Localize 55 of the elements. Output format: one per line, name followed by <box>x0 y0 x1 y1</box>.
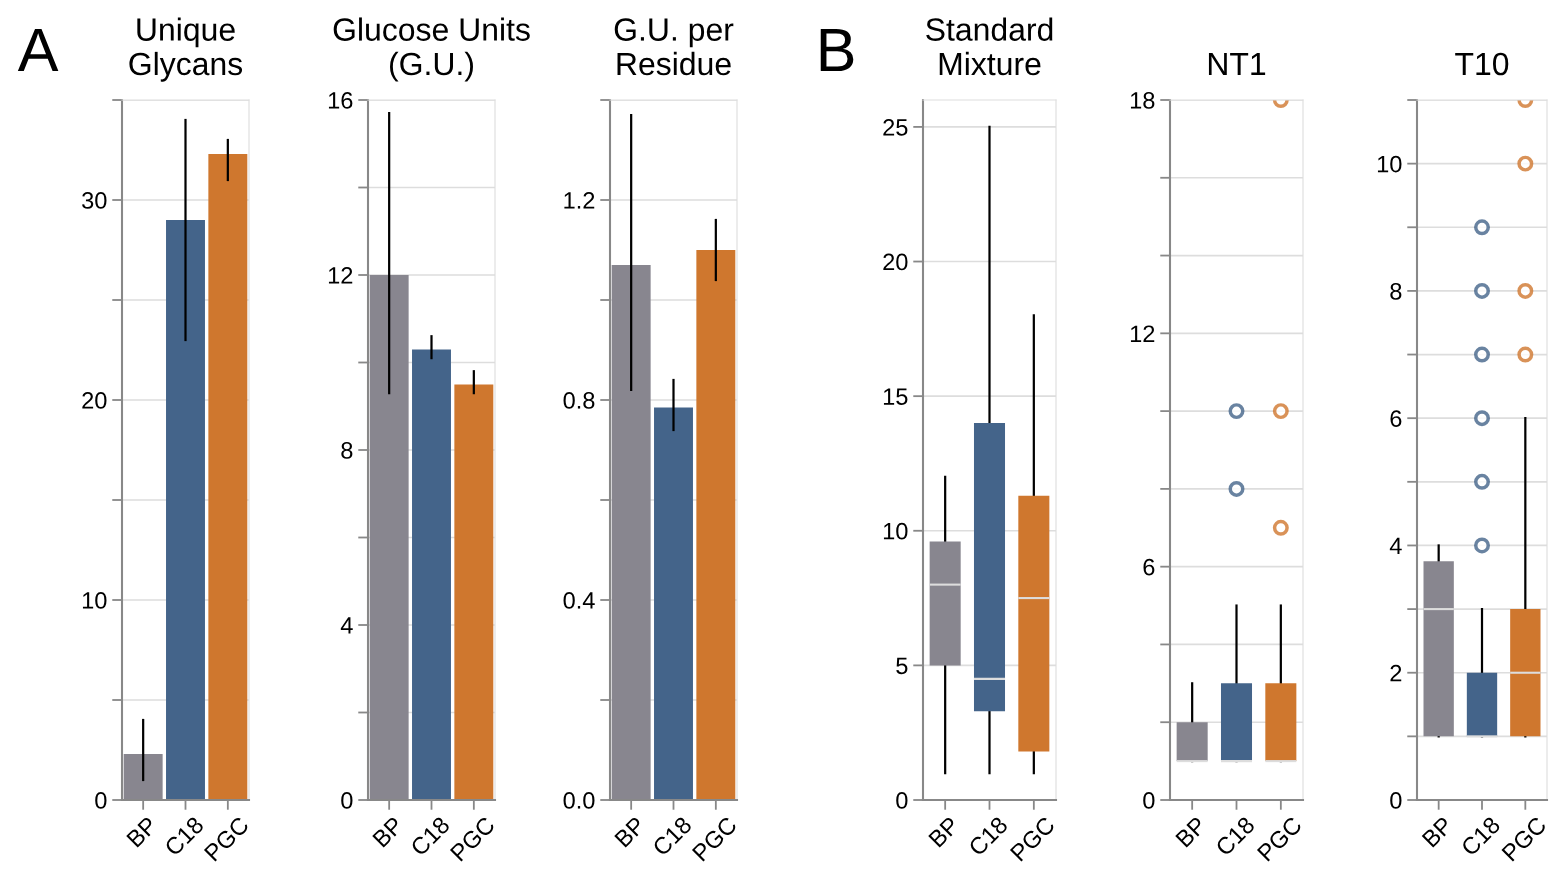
x-tick-label: BP <box>614 816 646 848</box>
y-tick-label: 0 <box>95 792 107 809</box>
x-tick-label: C18 <box>1214 815 1256 857</box>
chart-title: NT1 <box>1208 53 1266 75</box>
y-tick-label: 8 <box>1390 282 1402 300</box>
chart-title: Standard Mixture <box>926 17 1053 76</box>
y-tick-label: 5 <box>896 657 908 675</box>
y-tick-label: 15 <box>883 388 908 405</box>
y-tick-label: 0.4 <box>563 592 595 609</box>
bar <box>696 250 736 800</box>
y-tick-label: 4 <box>1389 537 1402 555</box>
x-tick-label: BP <box>1175 816 1207 848</box>
bar <box>208 154 248 800</box>
chart-title: T10 <box>1455 52 1509 76</box>
y-tick-label: 16 <box>328 92 353 109</box>
y-tick-label: 1.2 <box>564 192 595 209</box>
y-tick-label: 18 <box>1130 92 1155 109</box>
bar <box>166 220 205 800</box>
y-tick-label: 4 <box>340 617 353 634</box>
text: A <box>17 28 59 71</box>
y-tick-label: 20 <box>82 392 107 409</box>
y-tick-label: 6 <box>1143 558 1155 576</box>
x-tick-label: C18 <box>967 815 1009 857</box>
x-tick-label: BP <box>126 816 158 848</box>
y-tick-label: 30 <box>82 192 107 209</box>
bar <box>454 384 494 800</box>
chart-title: Glucose Units (G.U.) <box>333 17 530 82</box>
y-tick-label: 12 <box>1130 325 1155 342</box>
y-tick-label: 25 <box>883 118 908 136</box>
x-tick-label: BP <box>372 816 404 848</box>
text: B <box>820 28 854 71</box>
x-tick-label: BP <box>1421 816 1454 848</box>
x-tick-label: C18 <box>163 815 205 857</box>
y-tick-label: 0 <box>1390 792 1402 809</box>
y-tick-label: 10 <box>82 592 107 609</box>
y-tick-label: 10 <box>1377 155 1402 173</box>
bar <box>654 407 693 800</box>
y-tick-label: 0 <box>896 792 908 809</box>
y-tick-label: 20 <box>883 253 908 271</box>
bar <box>412 349 451 800</box>
x-tick-label: C18 <box>409 815 451 857</box>
y-tick-label: 0.0 <box>563 792 595 809</box>
y-tick-label: 0 <box>341 792 353 809</box>
y-tick-label: 10 <box>883 522 908 540</box>
y-tick-label: 0.8 <box>563 392 595 409</box>
chart-title: G.U. per Residue <box>614 18 734 76</box>
chart-title: Unique Glycans <box>129 17 243 82</box>
y-tick-label: 2 <box>1390 664 1402 682</box>
y-tick-label: 12 <box>328 267 353 284</box>
y-tick-label: 6 <box>1390 410 1402 427</box>
y-tick-label: 0 <box>1143 792 1155 809</box>
x-tick-label: C18 <box>1460 815 1502 857</box>
y-tick-label: 8 <box>341 442 353 459</box>
x-tick-label: BP <box>928 816 960 848</box>
x-tick-label: C18 <box>651 815 693 857</box>
